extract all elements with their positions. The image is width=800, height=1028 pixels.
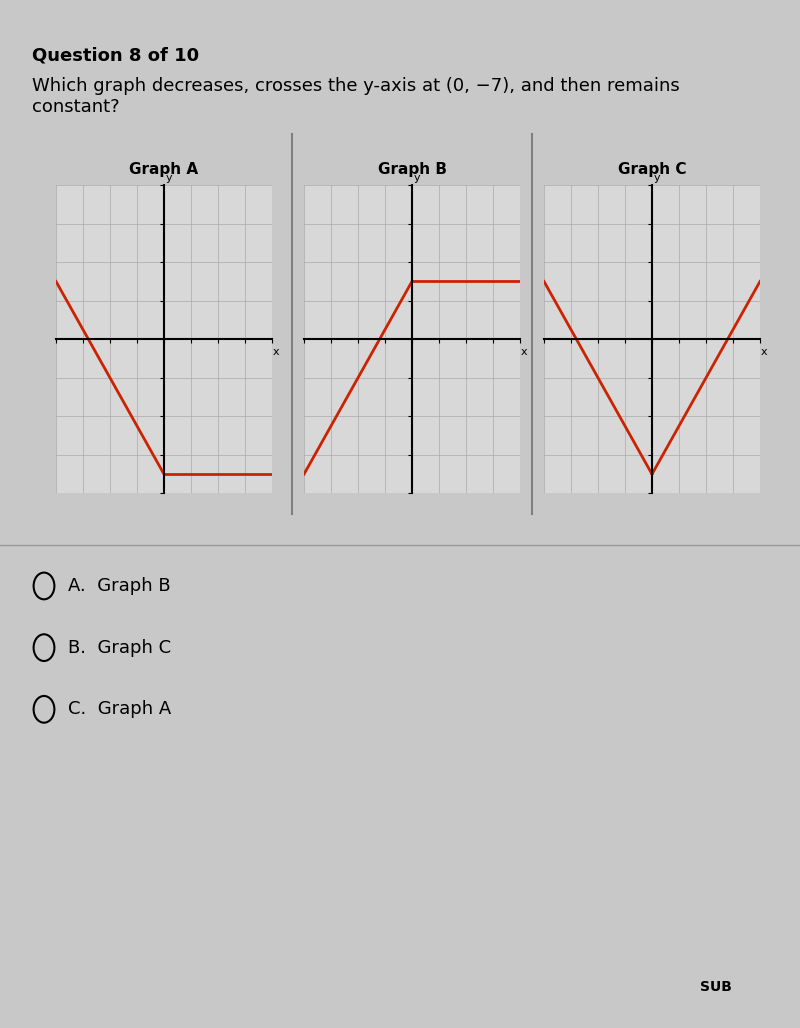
Text: Which graph decreases, crosses the y-axis at (0, −7), and then remains
constant?: Which graph decreases, crosses the y-axi… <box>32 77 680 116</box>
Text: Question 8 of 10: Question 8 of 10 <box>32 46 199 65</box>
Title: Graph C: Graph C <box>618 162 686 177</box>
Text: C.  Graph A: C. Graph A <box>68 700 171 719</box>
Text: y: y <box>654 173 661 183</box>
Text: y: y <box>414 173 421 183</box>
Text: SUB: SUB <box>700 980 732 994</box>
Text: x: x <box>521 346 527 357</box>
Title: Graph A: Graph A <box>130 162 198 177</box>
Text: A.  Graph B: A. Graph B <box>68 577 170 595</box>
Text: y: y <box>166 173 173 183</box>
Title: Graph B: Graph B <box>378 162 446 177</box>
Text: x: x <box>273 346 279 357</box>
Text: B.  Graph C: B. Graph C <box>68 638 171 657</box>
Text: x: x <box>761 346 767 357</box>
